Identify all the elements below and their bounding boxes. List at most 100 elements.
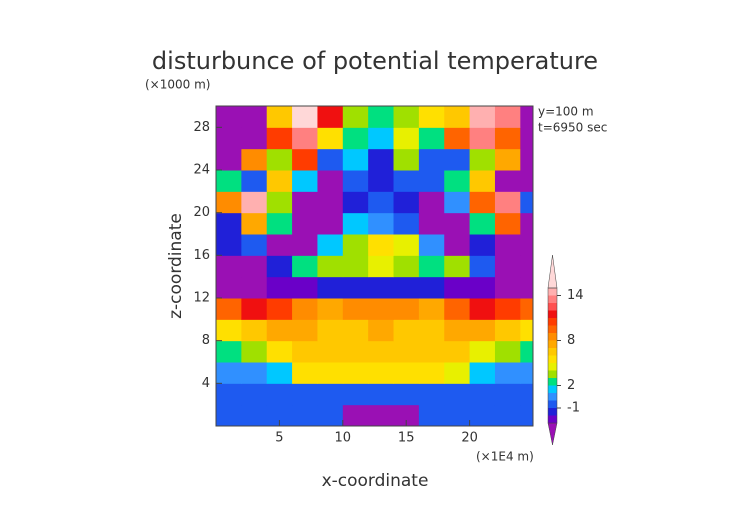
field-cell: [266, 404, 293, 427]
field-cell: [368, 383, 395, 406]
field-cell: [266, 234, 293, 256]
field-cell: [292, 170, 318, 192]
field-cell: [342, 362, 369, 384]
field-cell: [494, 212, 521, 235]
field-cell: [266, 212, 293, 235]
annotation: t=6950 sec: [538, 121, 607, 135]
field-cell: [444, 170, 471, 192]
field-cell: [241, 383, 268, 406]
field-cell: [292, 298, 318, 320]
colorbar-band: [548, 310, 557, 318]
field-cell: [342, 383, 369, 406]
field-cell: [469, 340, 496, 363]
field-cell: [494, 127, 521, 150]
colorbar-band: [548, 415, 557, 423]
field-cell: [241, 404, 268, 427]
y-tick-label: 4: [202, 376, 210, 391]
y-tick-label: 24: [193, 163, 210, 178]
y-tick-label: 8: [202, 333, 210, 348]
field-cell: [216, 340, 242, 363]
field-cell: [216, 191, 242, 214]
field-cell: [393, 127, 420, 150]
field-cell: [241, 298, 268, 320]
field-cell: [216, 106, 242, 128]
field-cell: [494, 404, 521, 427]
field-cell: [342, 106, 369, 128]
field-cell: [520, 255, 534, 278]
field-cell: [317, 170, 344, 192]
field-cell: [418, 148, 445, 171]
field-cell: [292, 106, 318, 128]
colorbar-band: [548, 333, 557, 341]
field-cell: [292, 276, 318, 299]
field-cell: [241, 234, 268, 256]
field-cell: [342, 212, 369, 235]
field-cell: [444, 148, 471, 171]
field-cell: [216, 212, 242, 235]
field-cell: [317, 340, 344, 363]
field-cell: [469, 148, 496, 171]
field-cell: [368, 319, 395, 342]
field-cell: [469, 106, 496, 128]
field-cell: [418, 319, 445, 342]
field-cell: [393, 170, 420, 192]
field-cell: [216, 362, 242, 384]
x-tick-label: 15: [398, 431, 415, 446]
field-cell: [494, 276, 521, 299]
colorbar-band: [548, 400, 557, 408]
field-cell: [317, 362, 344, 384]
field-cell: [368, 362, 395, 384]
field-cell: [342, 319, 369, 342]
y-axis-label: z-coordinate: [166, 213, 186, 319]
field-cell: [342, 234, 369, 256]
field-cell: [469, 212, 496, 235]
field-cell: [444, 298, 471, 320]
x-tick-label: 10: [335, 431, 352, 446]
annotation: y=100 m: [538, 105, 594, 119]
field-cell: [494, 170, 521, 192]
colorbar-band: [548, 318, 557, 326]
colorbar-frame: [547, 287, 558, 424]
field-cell: [216, 234, 242, 256]
field-cell: [444, 191, 471, 214]
field-cell: [469, 298, 496, 320]
field-cell: [292, 191, 318, 214]
field-cell: [292, 212, 318, 235]
field-cell: [216, 148, 242, 171]
colorbar-band: [548, 393, 557, 401]
y-tick-label: 12: [193, 291, 210, 306]
field-cell: [292, 148, 318, 171]
field-cell: [266, 255, 293, 278]
field-cell: [520, 319, 534, 342]
field-cell: [216, 255, 242, 278]
field-cell: [393, 404, 420, 427]
field-cell: [292, 383, 318, 406]
field-cell: [444, 362, 471, 384]
field-cell: [520, 276, 534, 299]
field-cell: [317, 383, 344, 406]
field-cell: [494, 255, 521, 278]
field-cell: [418, 383, 445, 406]
colorbar-tick-label: 2: [567, 378, 575, 393]
field-cell: [368, 234, 395, 256]
colorbar-band: [548, 295, 557, 303]
field-cell: [469, 191, 496, 214]
field-cell: [418, 362, 445, 384]
colorbar-tick-label: 14: [567, 288, 584, 303]
field-cell: [368, 298, 395, 320]
field-cell: [216, 404, 242, 427]
x-tick-label: 20: [461, 431, 478, 446]
field-cell: [418, 234, 445, 256]
field-cell: [292, 404, 318, 427]
field-cell: [520, 298, 534, 320]
field-cell: [266, 383, 293, 406]
field-cell: [216, 127, 242, 150]
field-cell: [266, 148, 293, 171]
field-cell: [317, 404, 344, 427]
field-cell: [216, 383, 242, 406]
field-cell: [393, 106, 420, 128]
field-cell: [266, 319, 293, 342]
colorbar-band: [548, 363, 557, 371]
field-cell: [494, 362, 521, 384]
